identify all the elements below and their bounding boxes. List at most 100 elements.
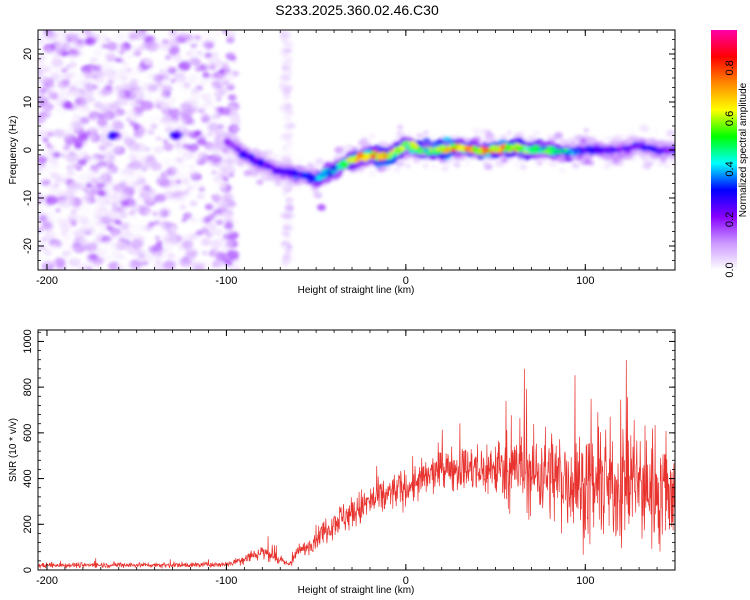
spectrogram-cell: [194, 130, 203, 137]
spectrogram-cell: [245, 153, 254, 160]
spectrogram-cell: [556, 149, 562, 154]
spectrogram-cell: [471, 146, 477, 151]
spectrogram-cell: [534, 158, 542, 165]
spectrogram-cell: [414, 165, 422, 172]
spectrogram-cell: [130, 239, 144, 250]
spectrogram-cell: [159, 69, 167, 76]
spectrogram-cell: [101, 240, 112, 248]
spectrogram-cell: [38, 203, 46, 214]
spectrogram-cell: [186, 38, 194, 45]
spectrogram-cell: [136, 264, 145, 270]
spectrogram-cell: [89, 184, 103, 194]
spectrogram-cell: [189, 180, 202, 190]
spectrogram-cell: [637, 150, 645, 157]
spectrogram-cell: [219, 151, 226, 156]
spectrogram-cell: [281, 51, 291, 59]
spectrogram-cell: [153, 262, 166, 270]
spectrogram-cell: [196, 137, 207, 146]
spectrogram-cell: [38, 74, 46, 81]
spectrogram-cell: [130, 180, 140, 188]
spectrogram-cell: [147, 212, 154, 217]
spectrogram-cell: [159, 121, 169, 128]
spectrogram-cell: [279, 104, 290, 112]
spectrogram-cell: [145, 224, 153, 231]
spectrogram-cell: [173, 129, 181, 135]
spectrogram-cell: [38, 68, 44, 76]
spectrogram-cell: [127, 142, 140, 152]
spectrogram-cell: [466, 146, 472, 150]
spectrogram-cell: [59, 152, 67, 159]
spectrogram-cell: [243, 170, 252, 177]
spectrogram-cell: [42, 221, 52, 229]
spectrogram-cell: [175, 146, 183, 153]
spectrogram-cell: [146, 43, 159, 53]
spectrogram-cell: [62, 236, 71, 243]
spectrogram-cell: [65, 44, 72, 50]
spectrogram-cell: [146, 154, 155, 162]
spectrogram-cell: [287, 198, 294, 204]
spectrogram-cell: [93, 48, 104, 57]
spectrogram-cell: [231, 143, 238, 149]
spectrogram-cell: [581, 134, 589, 140]
spectrogram-cell: [220, 107, 231, 116]
spectrogram-cell: [228, 265, 242, 270]
spectrogram-cell: [308, 175, 317, 182]
spectrogram-cell: [70, 208, 77, 214]
spectrogram-cell: [616, 152, 626, 160]
spectrogram-cell: [111, 120, 125, 131]
spectrogram-cell: [77, 158, 88, 166]
spectrogram-cell: [114, 57, 121, 63]
spectrogram-cell: [351, 146, 358, 151]
spectrogram-cell: [156, 107, 170, 118]
spectrogram-cell: [103, 96, 115, 106]
spectrogram-cell: [222, 176, 230, 182]
spectrogram-cell: [196, 192, 206, 200]
spectrogram-cell: [71, 123, 80, 130]
spectrogram-cell: [133, 131, 142, 138]
spectrogram-cell: [68, 61, 78, 69]
spectrogram-cell: [85, 220, 94, 228]
spectrogram-cell: [93, 169, 100, 174]
spectrogram-cell: [653, 123, 661, 129]
spectrogram-cell: [213, 176, 222, 183]
spectrogram-cell: [220, 61, 229, 68]
spectrogram-cell: [74, 245, 82, 251]
spectrogram-cell: [163, 260, 176, 270]
spectrogram-cell: [131, 215, 139, 221]
spectrogram-cell: [514, 163, 520, 168]
spectrogram-cell: [256, 150, 268, 160]
spectrogram-cell: [450, 147, 457, 152]
spectrogram-cell: [93, 101, 104, 109]
spectrogram-cell: [73, 142, 83, 150]
spectrogram-cell: [653, 159, 661, 166]
spectrogram-cell: [68, 71, 77, 78]
spectrogram-cell: [56, 121, 68, 130]
spectrogram-cell: [398, 146, 405, 151]
spectrogram-cell: [222, 117, 232, 125]
spectrogram-cell: [215, 39, 225, 47]
spectrogram-cell: [116, 263, 122, 268]
spectrogram-cell: [228, 95, 238, 102]
spectrogram-cell: [200, 238, 211, 246]
spectrogram-cell: [128, 80, 138, 88]
spectrogram-cell: [252, 156, 260, 162]
spectrogram-cell: [61, 109, 68, 114]
spectrogram-cell: [115, 43, 128, 53]
spectrogram-cell: [79, 151, 90, 160]
spectrogram-cell: [282, 209, 289, 214]
spectrogram-cell: [38, 223, 44, 229]
spectrogram-cell: [300, 173, 308, 179]
spectrogram-cell: [367, 170, 378, 178]
spectrogram-cell: [88, 123, 98, 131]
spectrogram-cell: [75, 212, 88, 222]
spectrogram-cell: [219, 122, 227, 128]
spectrogram-cell: [137, 187, 147, 195]
spectrogram-cell: [86, 155, 98, 165]
spectrogram-cell: [166, 118, 179, 128]
spectrogram-cell: [83, 227, 92, 234]
spectrogram-cell: [141, 100, 154, 111]
spectrogram-cell: [62, 144, 71, 151]
spectrogram-cell: [548, 160, 558, 168]
spectrogram-cell: [68, 244, 78, 252]
spectrogram-cell: [565, 138, 572, 144]
